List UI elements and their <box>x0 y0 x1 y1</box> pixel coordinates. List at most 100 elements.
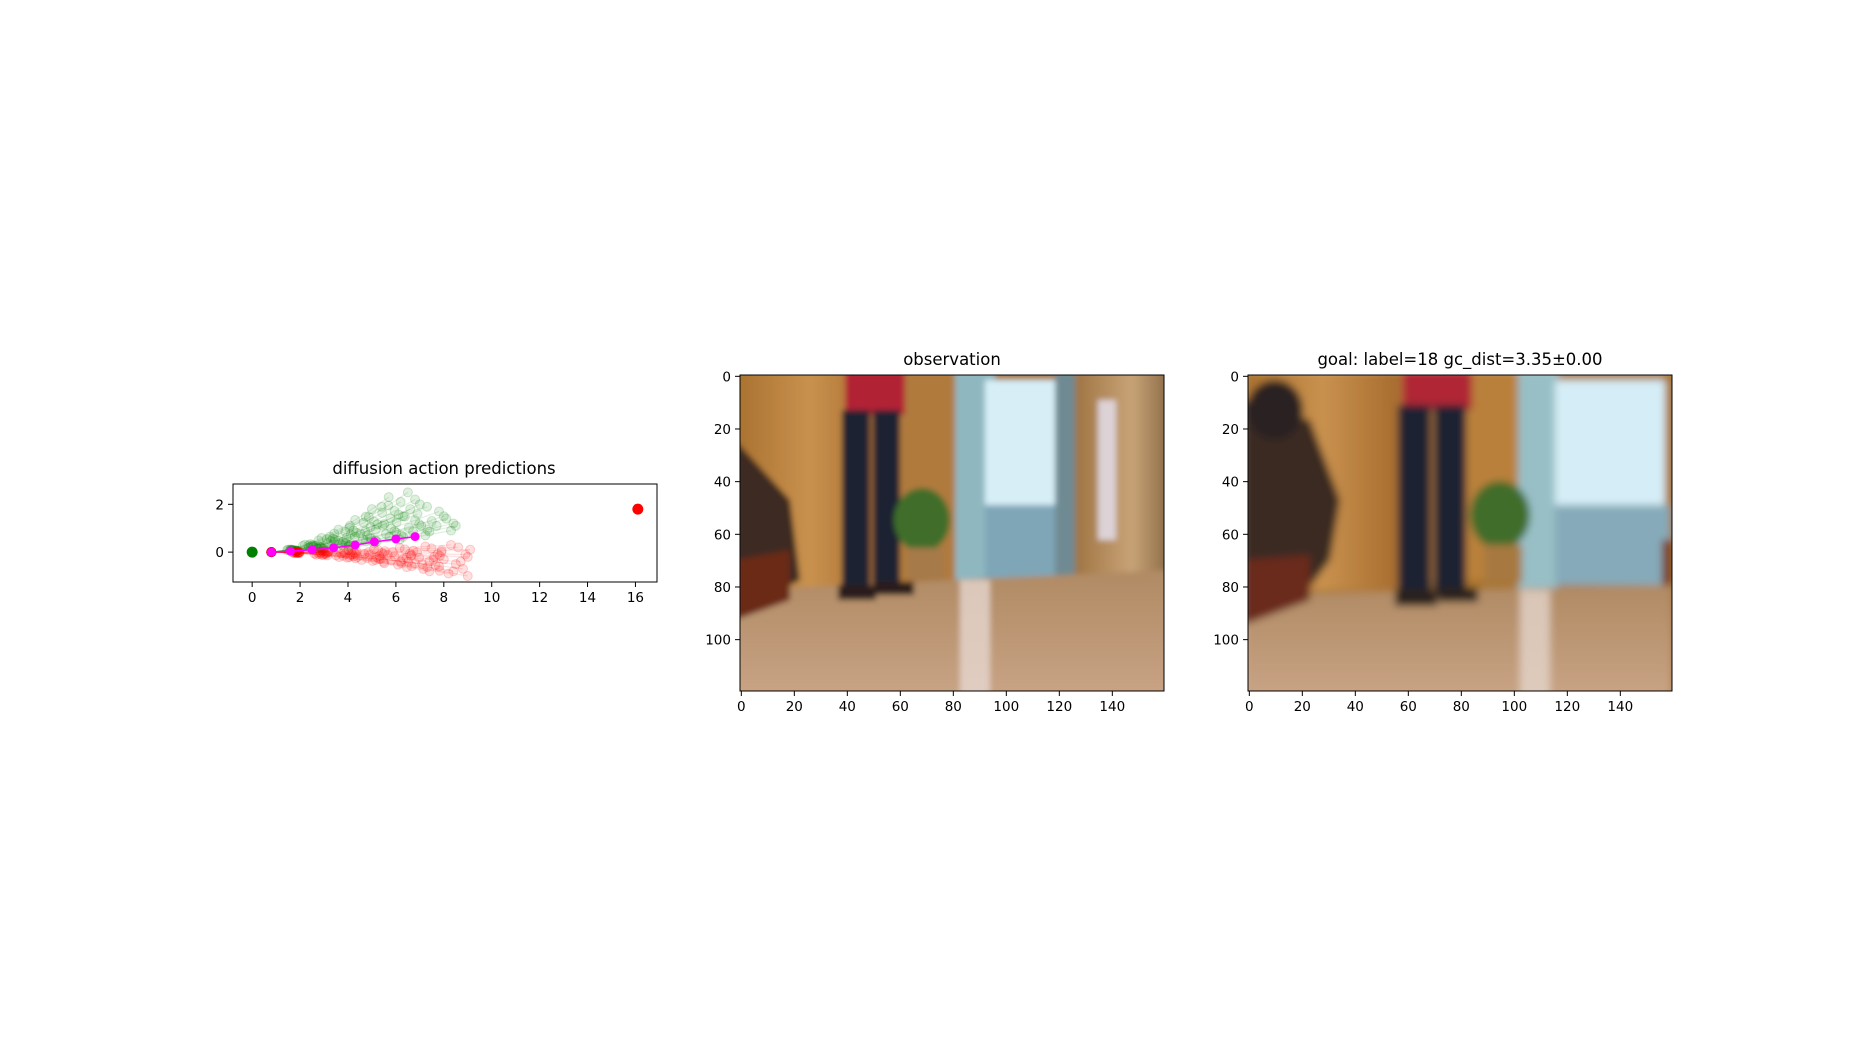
goal-x-ticks: 0 20 40 60 80 100 120 140 <box>1245 691 1633 715</box>
sample-point <box>450 559 461 570</box>
mean-trajectory <box>266 532 420 557</box>
sample-point <box>436 547 447 558</box>
sample-point <box>457 563 468 574</box>
goal-image <box>1248 375 1672 691</box>
mean-point <box>410 532 420 542</box>
sample-point <box>414 519 425 530</box>
sample-point <box>420 530 431 541</box>
y-tick-label: 0 <box>1230 369 1239 385</box>
y-tick-label: 100 <box>705 633 731 649</box>
sample-point <box>387 547 398 558</box>
sample-point <box>395 496 406 507</box>
sample-line <box>271 551 440 568</box>
sample-point <box>374 551 385 562</box>
sample-point <box>418 563 429 574</box>
sample-point <box>377 520 388 531</box>
sample-point <box>391 517 402 528</box>
sample-point <box>412 508 423 519</box>
x-tick-label: 14 <box>579 590 596 606</box>
sample-point <box>362 552 373 563</box>
goal-title: goal: label=18 gc_dist=3.35±0.00 <box>1317 350 1602 370</box>
start-point <box>246 546 258 558</box>
sample-point <box>363 512 374 523</box>
x-tick-label: 80 <box>945 699 962 715</box>
y-tick-label: 2 <box>215 497 224 513</box>
sample-point <box>375 553 386 564</box>
y-tick-label: 20 <box>1222 422 1239 438</box>
sample-point <box>392 559 403 570</box>
sample-point <box>299 539 310 550</box>
sample-point <box>394 542 405 553</box>
observation-x-ticks: 0 20 40 60 80 100 120 140 <box>737 691 1125 715</box>
sample-point <box>412 547 423 558</box>
x-tick-label: 40 <box>839 699 856 715</box>
y-tick-label: 40 <box>714 475 731 491</box>
y-tick-label: 40 <box>1222 475 1239 491</box>
sample-point <box>360 511 371 522</box>
mean-point <box>329 543 339 553</box>
sample-point <box>366 504 377 515</box>
sample-point <box>342 552 353 563</box>
y-tick-label: 0 <box>722 369 731 385</box>
sample-point <box>410 558 421 569</box>
sample-point <box>351 527 362 538</box>
x-tick-label: 120 <box>1554 699 1580 715</box>
sample-point <box>465 544 476 555</box>
sample-point <box>378 556 389 567</box>
x-tick-label: 120 <box>1046 699 1072 715</box>
sample-point <box>338 550 349 561</box>
x-tick-label: 0 <box>248 590 257 606</box>
y-tick-label: 80 <box>1222 580 1239 596</box>
sample-point <box>438 511 449 522</box>
sample-point <box>318 549 329 560</box>
observation-panel: observation <box>705 350 1165 715</box>
sample-line <box>271 510 440 553</box>
observation-y-ticks: 0 20 40 60 80 100 <box>705 369 740 649</box>
sample-point <box>355 528 366 539</box>
sample-line <box>271 513 418 553</box>
sample-point <box>416 520 427 531</box>
sample-point <box>380 528 391 539</box>
sample-point <box>379 519 390 530</box>
sample-point <box>352 552 363 563</box>
sample-point <box>422 562 433 573</box>
sample-point <box>462 571 473 582</box>
y-tick-label: 100 <box>1213 633 1239 649</box>
sample-point <box>441 513 452 524</box>
sample-point <box>348 551 359 562</box>
sample-line <box>271 551 468 558</box>
sample-line <box>271 551 468 577</box>
sample-point <box>372 519 383 530</box>
sample-line <box>271 551 430 572</box>
sample-point <box>334 552 345 563</box>
sample-point <box>393 509 404 520</box>
x-tick-label: 4 <box>344 590 353 606</box>
sample-point <box>408 545 419 556</box>
sample-point <box>365 522 376 533</box>
sample-point <box>434 561 445 572</box>
goal-y-ticks: 0 20 40 60 80 100 <box>1213 369 1248 649</box>
sample-point <box>333 524 344 535</box>
sample-point <box>445 539 456 550</box>
sample-point <box>445 525 456 536</box>
sample-line <box>271 551 466 556</box>
sample-point <box>374 554 385 565</box>
sample-point <box>329 528 340 539</box>
sample-point <box>432 548 443 559</box>
sample-point <box>429 551 440 562</box>
chart-axes-frame <box>232 483 658 583</box>
sample-point <box>431 520 442 531</box>
sample-line <box>271 551 444 560</box>
sample-line <box>271 551 454 572</box>
sample-point <box>401 552 412 563</box>
sample-point <box>377 507 388 518</box>
sample-line <box>271 551 423 565</box>
sample-point <box>401 562 412 573</box>
sample-point <box>350 515 361 526</box>
sample-point <box>358 517 369 528</box>
sample-point <box>313 535 324 546</box>
sample-point <box>398 511 409 522</box>
x-tick-label: 20 <box>786 699 803 715</box>
sample-point <box>414 499 425 510</box>
